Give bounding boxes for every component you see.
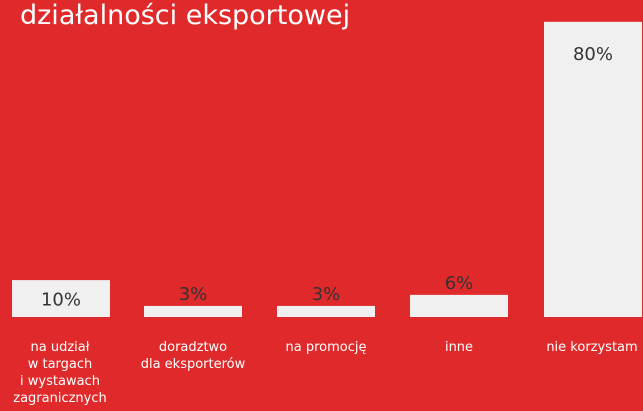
- bar-2: [277, 305, 375, 317]
- category-label-0-0: na udział: [31, 340, 90, 355]
- category-label-0-2: i wystawach: [20, 374, 100, 389]
- data-label-0: 10%: [41, 290, 81, 311]
- chart-title: działalności eksportowej: [20, 0, 351, 31]
- category-label-1-1: dla eksporterów: [141, 357, 246, 372]
- data-label-3: 6%: [445, 273, 474, 294]
- category-label-4-0: nie korzystam: [546, 340, 637, 355]
- data-label-1: 3%: [179, 284, 208, 305]
- category-label-0-3: zagranicznych: [13, 391, 107, 406]
- data-label-4: 80%: [573, 44, 613, 65]
- bar-3: [410, 294, 508, 317]
- data-label-2: 3%: [312, 284, 341, 305]
- category-label-3-0: inne: [445, 340, 473, 355]
- bar-4: [544, 21, 642, 318]
- bar-0: [12, 280, 110, 317]
- category-label-0-1: w targach: [28, 357, 93, 372]
- category-label-2-0: na promocję: [286, 340, 367, 355]
- bar-1: [144, 305, 242, 317]
- category-label-1-0: doradztwo: [159, 340, 227, 355]
